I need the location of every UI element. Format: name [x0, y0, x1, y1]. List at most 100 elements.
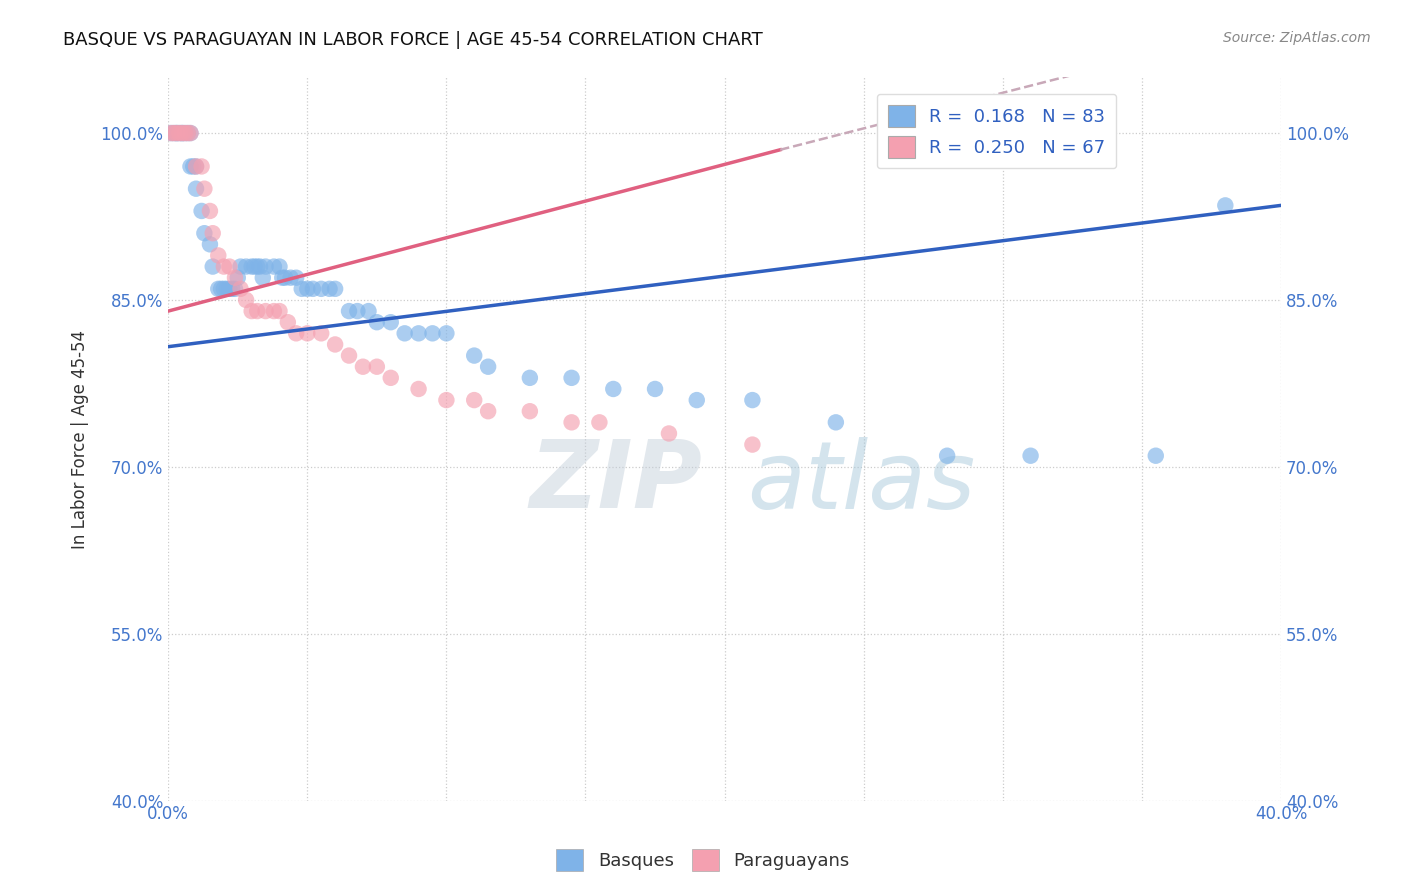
Point — [160, 126, 183, 140]
Point — [179, 126, 201, 140]
Point — [1213, 198, 1236, 212]
Point — [602, 382, 624, 396]
Point — [235, 260, 257, 274]
Point — [172, 126, 194, 140]
Point — [285, 326, 308, 341]
Point — [207, 248, 229, 262]
Point — [519, 404, 541, 418]
Point — [212, 260, 235, 274]
Point — [434, 393, 457, 408]
Text: Source: ZipAtlas.com: Source: ZipAtlas.com — [1223, 31, 1371, 45]
Point — [297, 282, 319, 296]
Point — [193, 226, 215, 240]
Point — [215, 282, 238, 296]
Point — [212, 282, 235, 296]
Point — [309, 282, 332, 296]
Point — [824, 415, 846, 429]
Point — [218, 282, 240, 296]
Point — [163, 126, 186, 140]
Point — [198, 203, 221, 218]
Point — [274, 270, 297, 285]
Point — [686, 393, 709, 408]
Point — [561, 371, 583, 385]
Point — [366, 315, 388, 329]
Point — [240, 304, 263, 318]
Point — [169, 126, 191, 140]
Point — [302, 282, 325, 296]
Point — [323, 337, 346, 351]
Point — [366, 359, 388, 374]
Point — [184, 160, 207, 174]
Point — [201, 260, 224, 274]
Point — [380, 315, 402, 329]
Point — [198, 237, 221, 252]
Point — [179, 126, 201, 140]
Point — [741, 437, 763, 451]
Point — [235, 293, 257, 307]
Point — [184, 182, 207, 196]
Point — [408, 326, 430, 341]
Point — [221, 282, 243, 296]
Point — [184, 160, 207, 174]
Point — [229, 282, 252, 296]
Text: atlas: atlas — [747, 437, 976, 528]
Point — [318, 282, 340, 296]
Point — [176, 126, 198, 140]
Point — [352, 359, 374, 374]
Y-axis label: In Labor Force | Age 45-54: In Labor Force | Age 45-54 — [72, 329, 89, 549]
Point — [174, 126, 197, 140]
Point — [309, 326, 332, 341]
Point — [357, 304, 380, 318]
Point — [422, 326, 444, 341]
Point — [207, 282, 229, 296]
Point — [160, 126, 183, 140]
Point — [519, 371, 541, 385]
Point — [246, 260, 269, 274]
Point — [252, 270, 274, 285]
Point — [741, 393, 763, 408]
Point — [179, 160, 201, 174]
Point — [174, 126, 197, 140]
Point — [263, 260, 285, 274]
Point — [172, 126, 194, 140]
Point — [269, 304, 291, 318]
Point — [209, 282, 232, 296]
Point — [463, 349, 485, 363]
Point — [291, 282, 314, 296]
Point — [166, 126, 188, 140]
Point — [193, 182, 215, 196]
Point — [163, 126, 186, 140]
Point — [166, 126, 188, 140]
Point — [243, 260, 266, 274]
Point — [169, 126, 191, 140]
Point — [280, 270, 302, 285]
Point — [285, 270, 308, 285]
Point — [271, 270, 294, 285]
Point — [172, 126, 194, 140]
Legend: R =  0.168   N = 83, R =  0.250   N = 67: R = 0.168 N = 83, R = 0.250 N = 67 — [877, 94, 1116, 169]
Point — [229, 260, 252, 274]
Point — [408, 382, 430, 396]
Point — [269, 260, 291, 274]
Point — [477, 404, 499, 418]
Point — [477, 359, 499, 374]
Point — [190, 160, 212, 174]
Point — [658, 426, 681, 441]
Point — [323, 282, 346, 296]
Point — [463, 393, 485, 408]
Point — [166, 126, 188, 140]
Point — [226, 270, 249, 285]
Point — [240, 260, 263, 274]
Point — [644, 382, 666, 396]
Point — [263, 304, 285, 318]
Point — [588, 415, 610, 429]
Point — [337, 349, 360, 363]
Point — [218, 260, 240, 274]
Text: ZIP: ZIP — [530, 436, 703, 528]
Point — [394, 326, 416, 341]
Point — [337, 304, 360, 318]
Point — [936, 449, 959, 463]
Point — [297, 326, 319, 341]
Point — [246, 304, 269, 318]
Point — [249, 260, 271, 274]
